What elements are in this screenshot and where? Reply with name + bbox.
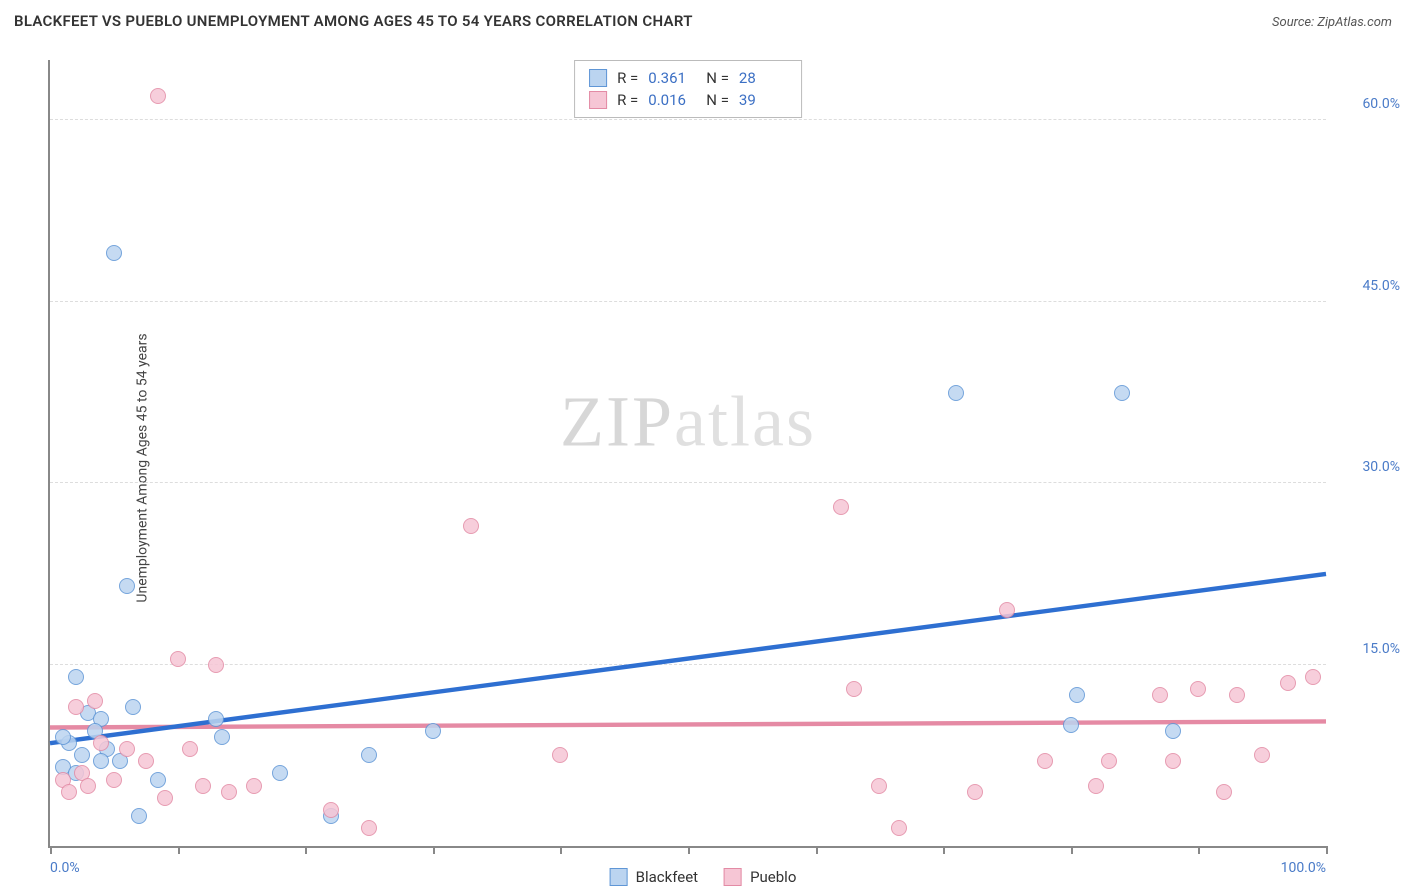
data-point-blackfeet [55,729,71,745]
data-point-blackfeet [361,747,377,763]
data-point-pueblo [999,602,1015,618]
data-point-pueblo [1088,778,1104,794]
x-tick [816,846,818,854]
data-point-pueblo [93,735,109,751]
data-point-pueblo [871,778,887,794]
x-tick [560,846,562,854]
data-point-blackfeet [93,753,109,769]
data-point-pueblo [195,778,211,794]
x-tick-label: 0.0% [50,860,80,876]
data-point-pueblo [150,88,166,104]
data-point-blackfeet [106,245,122,261]
data-point-pueblo [182,741,198,757]
data-point-pueblo [1229,687,1245,703]
data-point-pueblo [221,784,237,800]
legend-label: Pueblo [750,868,796,886]
data-point-blackfeet [119,578,135,594]
data-point-blackfeet [131,808,147,824]
y-tick-label: 60.0% [1332,96,1400,112]
data-point-pueblo [170,651,186,667]
header: BLACKFEET VS PUEBLO UNEMPLOYMENT AMONG A… [14,12,1392,30]
data-point-pueblo [61,784,77,800]
trend-line-pueblo [50,721,1326,727]
x-tick [688,846,690,854]
data-point-pueblo [833,499,849,515]
y-tick-label: 30.0% [1332,459,1400,475]
data-point-pueblo [87,693,103,709]
data-point-pueblo [361,820,377,836]
x-tick [178,846,180,854]
legend-item-blackfeet: Blackfeet [610,868,698,886]
data-point-pueblo [323,802,339,818]
x-tick-label: 100.0% [1281,860,1326,876]
plot-svg [50,60,1326,846]
data-point-blackfeet [1114,385,1130,401]
data-point-pueblo [1280,675,1296,691]
trend-line-blackfeet [50,574,1326,743]
data-point-pueblo [1254,747,1270,763]
data-point-pueblo [1152,687,1168,703]
data-point-blackfeet [425,723,441,739]
data-point-blackfeet [1069,687,1085,703]
data-point-pueblo [208,657,224,673]
data-point-blackfeet [1165,723,1181,739]
chart-title: BLACKFEET VS PUEBLO UNEMPLOYMENT AMONG A… [14,12,693,30]
data-point-pueblo [68,699,84,715]
data-point-blackfeet [1063,717,1079,733]
y-tick-label: 15.0% [1332,641,1400,657]
data-point-pueblo [1101,753,1117,769]
data-point-pueblo [1190,681,1206,697]
data-point-blackfeet [272,765,288,781]
data-point-blackfeet [208,711,224,727]
data-point-blackfeet [214,729,230,745]
data-point-pueblo [246,778,262,794]
data-point-pueblo [846,681,862,697]
data-point-pueblo [80,778,96,794]
data-point-pueblo [967,784,983,800]
x-tick [305,846,307,854]
data-point-pueblo [1216,784,1232,800]
chart-container: Unemployment Among Ages 45 to 54 years Z… [0,44,1406,892]
x-tick [943,846,945,854]
data-point-pueblo [1305,669,1321,685]
y-tick-label: 45.0% [1332,278,1400,294]
data-point-pueblo [157,790,173,806]
data-point-pueblo [891,820,907,836]
legend-label: Blackfeet [636,868,698,886]
data-point-pueblo [138,753,154,769]
x-tick [1198,846,1200,854]
data-point-blackfeet [150,772,166,788]
data-point-pueblo [1165,753,1181,769]
legend-swatch [724,868,742,886]
data-point-blackfeet [74,747,90,763]
data-point-blackfeet [68,669,84,685]
data-point-pueblo [463,518,479,534]
data-point-blackfeet [125,699,141,715]
x-tick [50,846,52,854]
legend-swatch [610,868,628,886]
x-tick [433,846,435,854]
data-point-blackfeet [948,385,964,401]
legend: Blackfeet Pueblo [610,868,797,886]
data-point-pueblo [552,747,568,763]
source-label: Source: ZipAtlas.com [1272,15,1392,30]
legend-item-pueblo: Pueblo [724,868,796,886]
plot-area: ZIPatlas R =0.361N =28R =0.016N =39 15.0… [48,60,1326,848]
x-tick [1326,846,1328,854]
data-point-pueblo [1037,753,1053,769]
x-tick [1071,846,1073,854]
data-point-pueblo [106,772,122,788]
data-point-pueblo [119,741,135,757]
